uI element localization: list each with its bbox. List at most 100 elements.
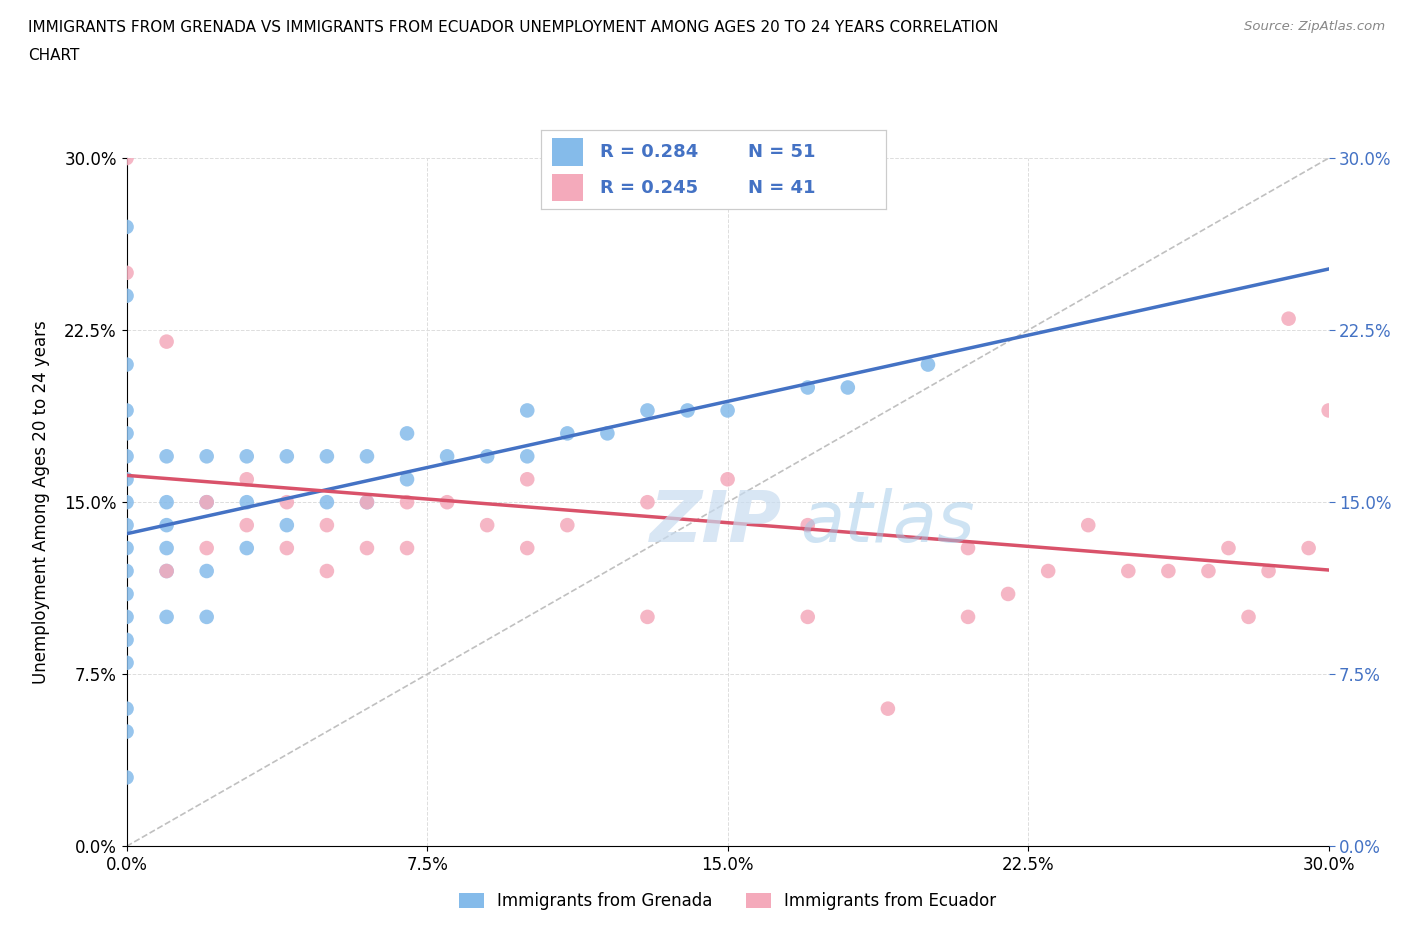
Point xyxy=(115,357,138,372)
Point xyxy=(115,724,138,739)
Point xyxy=(235,518,259,533)
Point xyxy=(837,380,859,395)
Point xyxy=(155,540,177,555)
Point xyxy=(1317,403,1340,418)
Point xyxy=(636,495,658,510)
Point xyxy=(315,518,337,533)
Point xyxy=(1218,540,1240,555)
Point xyxy=(315,495,337,510)
Point xyxy=(155,609,177,624)
Point xyxy=(1277,312,1299,326)
Point xyxy=(1237,609,1260,624)
Point xyxy=(356,495,378,510)
Point xyxy=(516,540,538,555)
Y-axis label: Unemployment Among Ages 20 to 24 years: Unemployment Among Ages 20 to 24 years xyxy=(32,320,51,684)
Point xyxy=(956,540,979,555)
Point xyxy=(475,449,498,464)
Text: ZIP: ZIP xyxy=(650,488,782,557)
Point xyxy=(636,609,658,624)
Point xyxy=(1077,518,1099,533)
Point xyxy=(115,540,138,555)
Point xyxy=(1298,540,1320,555)
Point xyxy=(155,564,177,578)
Point xyxy=(115,288,138,303)
Point xyxy=(115,587,138,602)
Point xyxy=(396,540,419,555)
Point xyxy=(276,495,298,510)
Point xyxy=(195,540,218,555)
Text: N = 41: N = 41 xyxy=(748,179,815,196)
Point xyxy=(475,518,498,533)
Text: atlas: atlas xyxy=(800,488,974,557)
Point xyxy=(235,449,259,464)
Point xyxy=(115,609,138,624)
Point xyxy=(195,495,218,510)
Point xyxy=(516,449,538,464)
Point xyxy=(1198,564,1220,578)
Point xyxy=(636,403,658,418)
Point xyxy=(676,403,699,418)
Text: Source: ZipAtlas.com: Source: ZipAtlas.com xyxy=(1244,20,1385,33)
Point xyxy=(276,540,298,555)
Point xyxy=(716,472,740,486)
Point xyxy=(155,518,177,533)
Point xyxy=(115,632,138,647)
Point xyxy=(155,495,177,510)
Point xyxy=(195,449,218,464)
Point xyxy=(436,449,458,464)
Point xyxy=(1257,564,1279,578)
Point xyxy=(917,357,939,372)
Point xyxy=(315,564,337,578)
Point xyxy=(276,449,298,464)
Point xyxy=(195,564,218,578)
Point xyxy=(877,701,900,716)
Point xyxy=(396,495,419,510)
Text: R = 0.245: R = 0.245 xyxy=(600,179,697,196)
Point xyxy=(1118,564,1140,578)
Point xyxy=(356,540,378,555)
Point xyxy=(516,403,538,418)
Bar xyxy=(551,174,582,202)
Legend: Immigrants from Grenada, Immigrants from Ecuador: Immigrants from Grenada, Immigrants from… xyxy=(453,885,1002,917)
Point xyxy=(235,472,259,486)
Point xyxy=(516,472,538,486)
Point xyxy=(115,265,138,280)
Point xyxy=(195,495,218,510)
Point xyxy=(1038,564,1060,578)
Point xyxy=(796,518,818,533)
Point xyxy=(315,449,337,464)
Point xyxy=(115,151,138,166)
Point xyxy=(276,518,298,533)
Point xyxy=(1157,564,1180,578)
Point xyxy=(155,564,177,578)
Text: IMMIGRANTS FROM GRENADA VS IMMIGRANTS FROM ECUADOR UNEMPLOYMENT AMONG AGES 20 TO: IMMIGRANTS FROM GRENADA VS IMMIGRANTS FR… xyxy=(28,20,998,35)
Point xyxy=(356,495,378,510)
Text: N = 51: N = 51 xyxy=(748,143,815,161)
Point xyxy=(155,449,177,464)
Point xyxy=(155,334,177,349)
Point xyxy=(796,609,818,624)
Point xyxy=(115,403,138,418)
Point xyxy=(235,540,259,555)
Point xyxy=(557,426,579,441)
Bar xyxy=(551,139,582,166)
Text: CHART: CHART xyxy=(28,48,80,63)
Point xyxy=(115,656,138,671)
Point xyxy=(115,219,138,234)
Point xyxy=(557,518,579,533)
Text: R = 0.284: R = 0.284 xyxy=(600,143,699,161)
Point xyxy=(195,609,218,624)
Point xyxy=(115,472,138,486)
Point xyxy=(356,449,378,464)
Point xyxy=(956,609,979,624)
Point xyxy=(997,587,1019,602)
Point xyxy=(235,495,259,510)
Point xyxy=(115,449,138,464)
Point xyxy=(716,403,740,418)
Point xyxy=(596,426,619,441)
Point xyxy=(115,426,138,441)
Point xyxy=(396,472,419,486)
Point xyxy=(796,380,818,395)
Point xyxy=(436,495,458,510)
Point xyxy=(115,564,138,578)
